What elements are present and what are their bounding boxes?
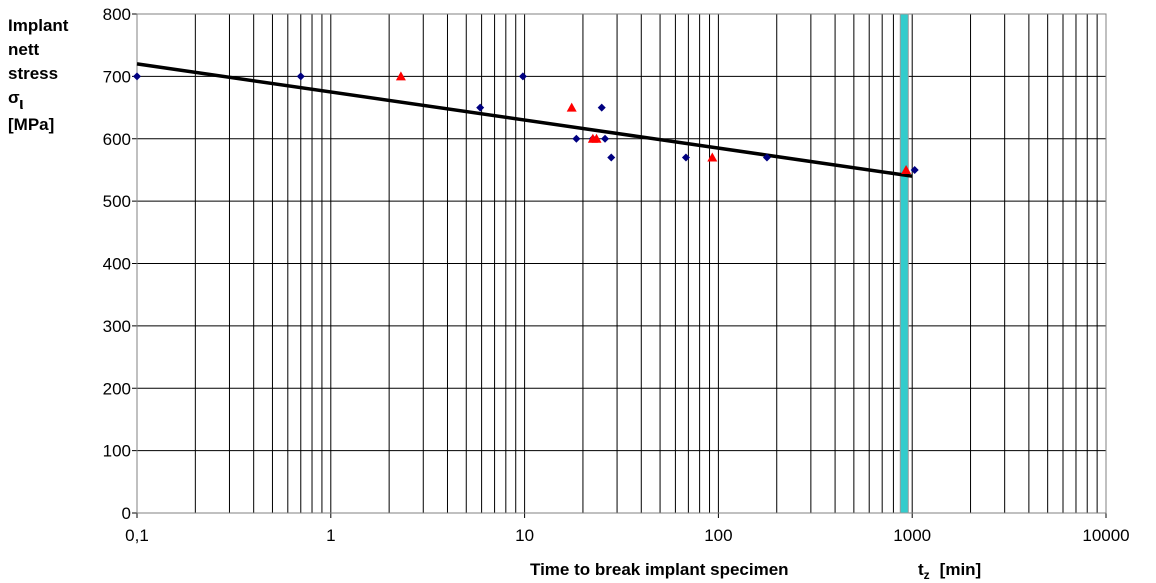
triangle-point — [395, 71, 406, 81]
diamond-point — [762, 153, 771, 162]
trend-line — [136, 62, 913, 178]
y-axis-label-line: [MPa] — [8, 115, 54, 134]
y-axis-label: Implant nett stress σ ι [MPa] — [8, 16, 69, 134]
x-axis-symbol-subscript: z — [924, 568, 930, 582]
diamond-point — [133, 72, 141, 81]
x-axis-symbol-t: t — [918, 560, 924, 579]
x-tick-label: 1000 — [893, 526, 931, 545]
vertical-marker — [899, 13, 909, 514]
y-axis-label-line: ι — [19, 94, 24, 113]
y-tick-label: 300 — [103, 317, 131, 336]
diamond-point — [681, 153, 690, 162]
diamond-point — [518, 72, 527, 81]
y-axis-label-line: nett — [8, 40, 40, 59]
triangle-point — [707, 152, 718, 162]
triangle-point — [566, 102, 577, 112]
x-tick-label: 100 — [704, 526, 732, 545]
x-axis-unit: [min] — [940, 560, 982, 579]
diamond-point — [597, 103, 606, 112]
x-tick-label: 1 — [326, 526, 335, 545]
x-axis-symbol: tz [min] — [918, 560, 981, 582]
diamond-point — [601, 134, 610, 143]
trend-line-group — [136, 62, 913, 178]
y-tick-labels: 0 100 200 300 400 500 600 700 800 — [103, 5, 131, 523]
diamond-point — [476, 103, 485, 112]
y-tick-label: 600 — [103, 130, 131, 149]
diamond-point — [572, 134, 581, 143]
x-tick-label: 10000 — [1082, 526, 1129, 545]
triangle-point — [901, 164, 912, 174]
diamond-point — [910, 165, 919, 174]
data-points — [133, 71, 919, 174]
y-tick-label: 400 — [103, 255, 131, 274]
vertical-marker-group — [899, 13, 909, 514]
chart-grid — [132, 13, 1107, 518]
y-tick-label: 100 — [103, 442, 131, 461]
y-axis-label-line: σ — [8, 88, 20, 107]
y-tick-label: 700 — [103, 67, 131, 86]
x-axis-label-text: Time to break implant specimen — [530, 560, 789, 579]
plot-frame — [136, 13, 1107, 514]
y-tick-label: 800 — [103, 5, 131, 24]
triangle-point — [591, 133, 602, 143]
diamond-point — [607, 153, 616, 162]
x-tick-label: 10 — [515, 526, 534, 545]
x-tick-label: 0,1 — [125, 526, 149, 545]
y-tick-label: 500 — [103, 192, 131, 211]
x-axis-label: Time to break implant specimen — [530, 560, 789, 579]
y-tick-label: 0 — [122, 504, 131, 523]
diamond-point — [296, 72, 305, 81]
x-tick-labels: 0,1 1 10 100 1000 10000 — [125, 526, 1129, 545]
y-axis-label-line: stress — [8, 64, 58, 83]
y-axis-label-line: Implant — [8, 16, 69, 35]
y-tick-label: 200 — [103, 379, 131, 398]
